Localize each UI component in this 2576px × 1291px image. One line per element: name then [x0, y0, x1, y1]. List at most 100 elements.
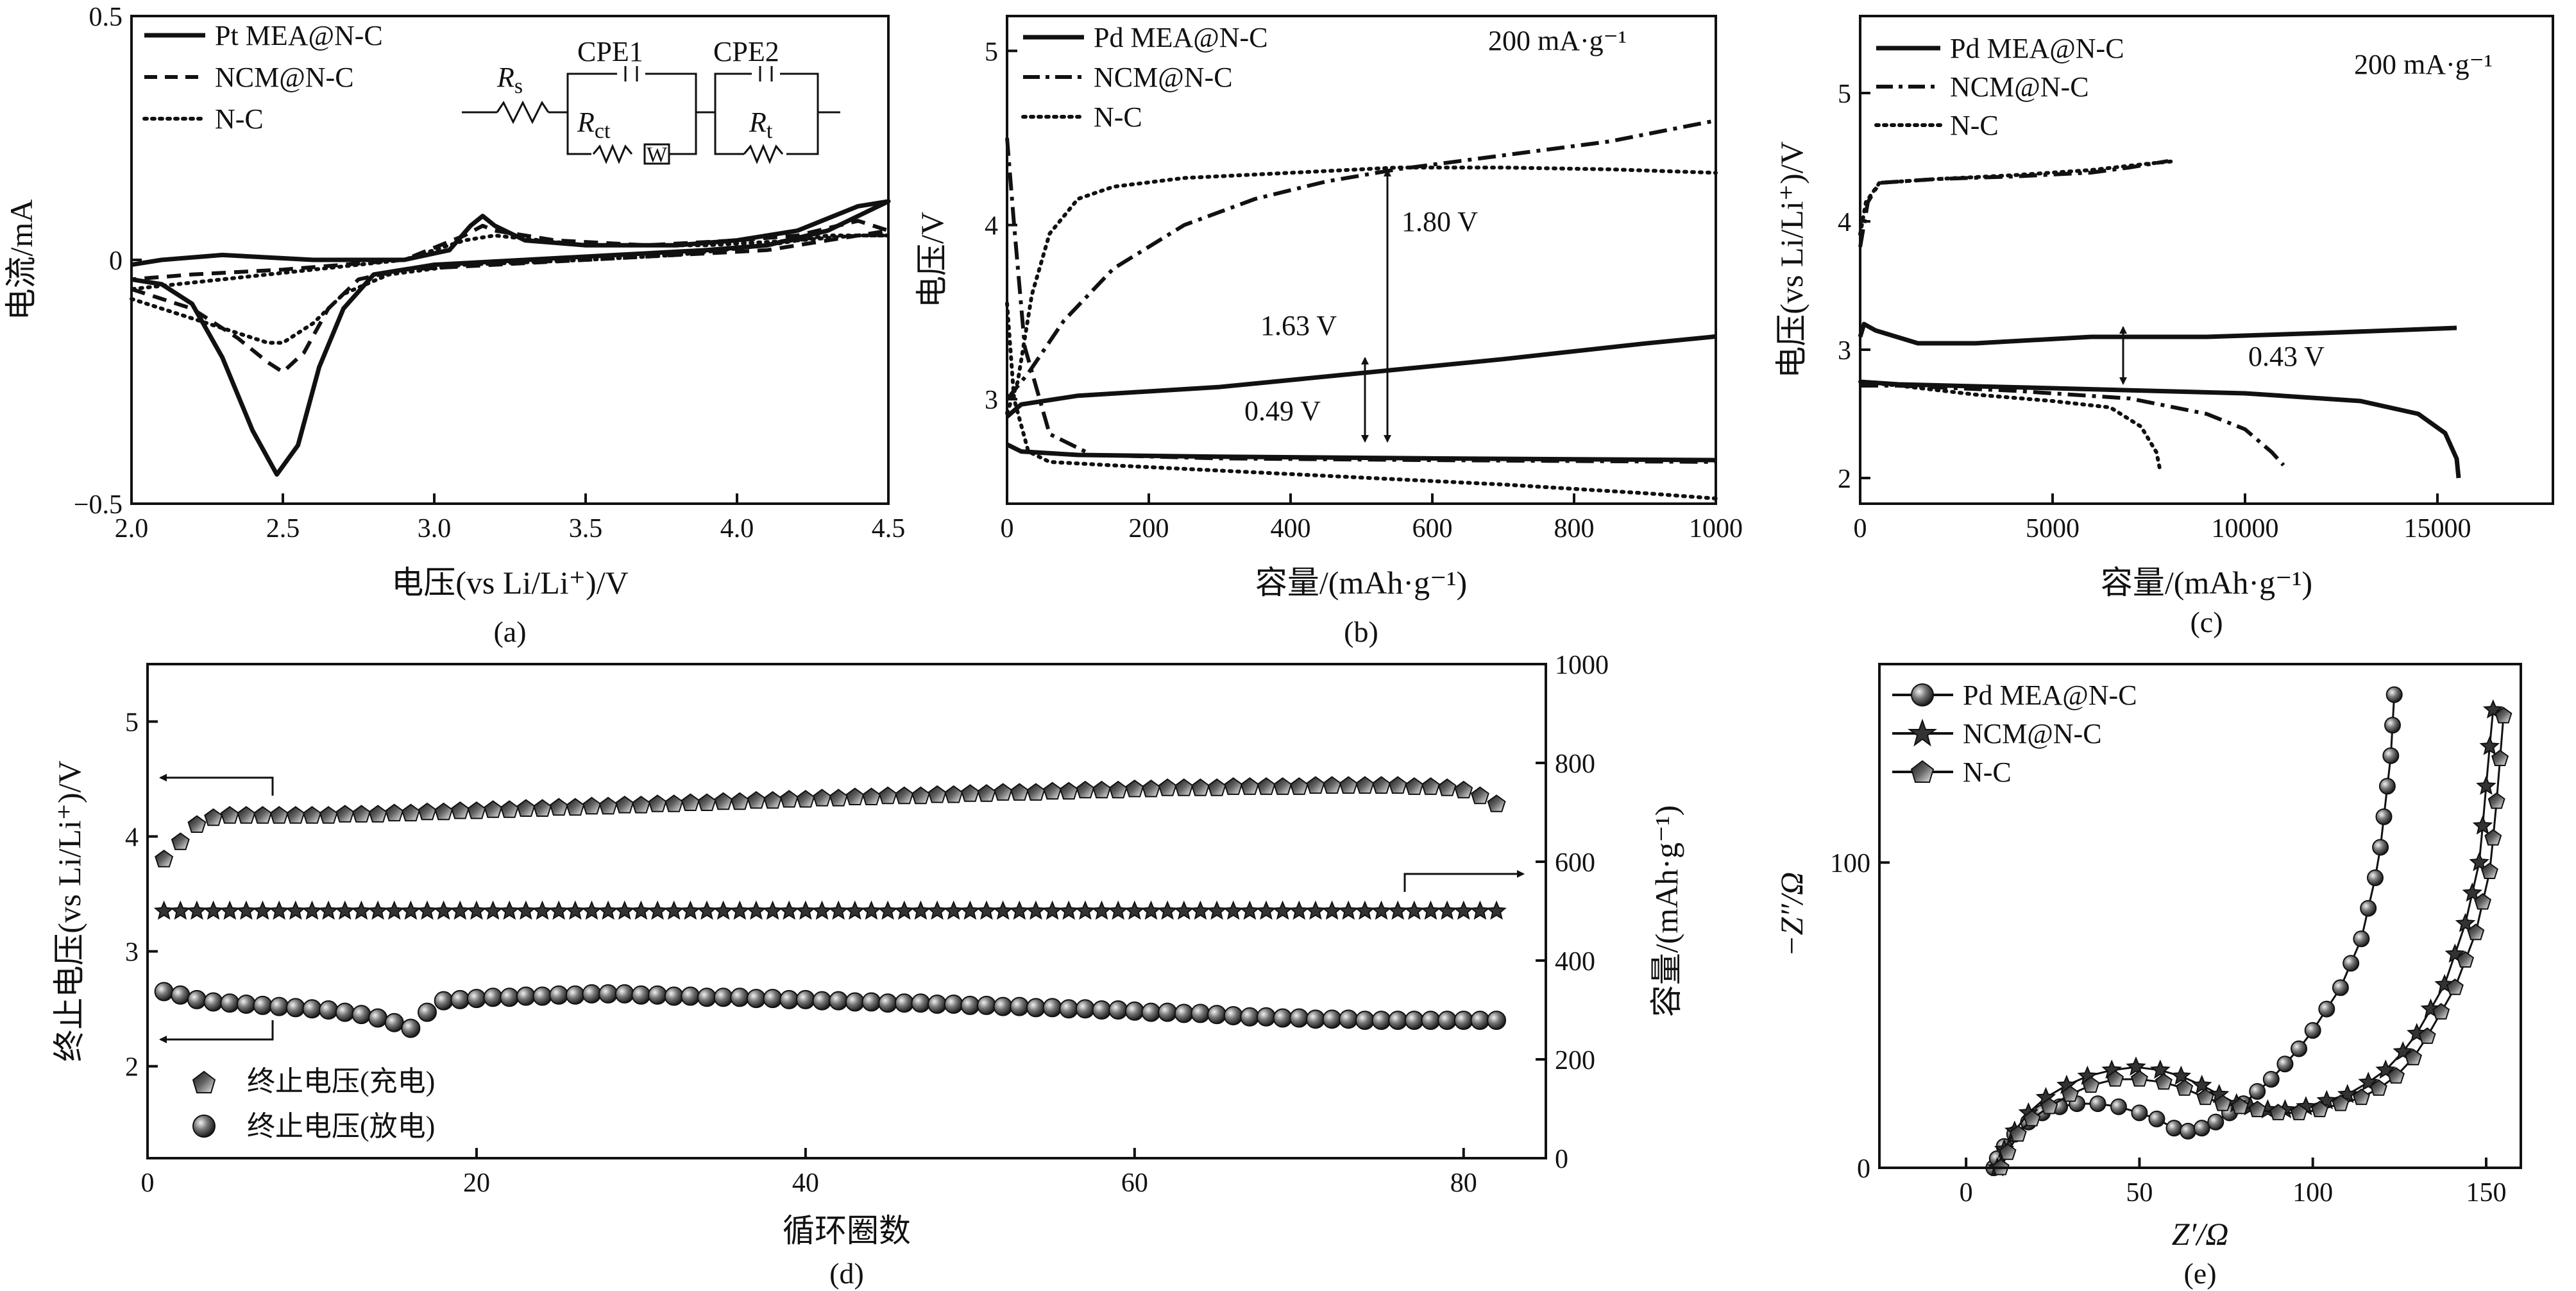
capacity-point — [729, 900, 750, 920]
y-tick-label: 5 — [125, 708, 139, 738]
discharge-voltage-point — [960, 995, 980, 1015]
nyquist-point — [2372, 839, 2389, 856]
nyquist-point — [2384, 717, 2401, 734]
charge-voltage-point — [1207, 778, 1226, 796]
charge-voltage-point — [911, 786, 930, 805]
discharge-voltage-point — [795, 989, 815, 1009]
discharge-voltage-point — [1421, 1011, 1441, 1030]
capacity-point — [663, 900, 684, 920]
capacity-point — [647, 900, 668, 920]
discharge-voltage-point — [1059, 999, 1079, 1019]
y-tick-label: 4 — [985, 212, 998, 241]
x-tick-label: 60 — [1121, 1168, 1148, 1198]
charge-voltage-point — [319, 806, 338, 824]
nyquist-point — [2343, 955, 2360, 972]
y-tick-label: 2 — [125, 1053, 139, 1082]
charge-voltage-point — [631, 796, 650, 814]
capacity-point — [811, 900, 833, 920]
charge-voltage-point — [714, 792, 733, 810]
legend-marker — [1910, 760, 1935, 783]
curve-n-c-discharge- — [1858, 380, 2162, 474]
capacity-point — [1420, 900, 1441, 920]
discharge-voltage-point — [614, 984, 634, 1004]
y2-tick-label: 800 — [1555, 749, 1595, 779]
charge-voltage-point — [1142, 779, 1160, 798]
plot-frame-d — [146, 663, 1547, 1159]
charge-voltage-point — [928, 785, 947, 803]
nyquist-point — [2352, 1088, 2370, 1106]
curve-n-c-charge- — [1858, 159, 2178, 236]
nyquist-point — [2456, 951, 2475, 968]
x-tick-label: 40 — [792, 1168, 819, 1198]
discharge-voltage-point — [466, 989, 486, 1009]
discharge-voltage-point — [1207, 1005, 1227, 1025]
capacity-point — [614, 900, 635, 920]
capacity-point — [187, 900, 207, 920]
y2-tick-label: 400 — [1555, 947, 1595, 977]
legend-a: Pt MEA@N-C NCM@N-C N-C — [142, 20, 383, 135]
x-tick-label: 15000 — [2404, 514, 2471, 543]
nyquist-point — [2353, 930, 2370, 948]
annotation-1.80v: 1.80 V — [1402, 206, 1478, 237]
nyquist-point — [2467, 923, 2485, 941]
y-axis-label-d: 终止电压(vs Li/Li⁺)/V — [51, 760, 87, 1061]
x-axis-label-b: 容量/(mAh·g⁻¹) — [1255, 565, 1467, 601]
charge-voltage-point — [1125, 779, 1144, 798]
capacity-point — [236, 900, 257, 920]
nyquist-point — [2432, 1003, 2450, 1020]
nyquist-point — [2369, 1079, 2387, 1096]
legend-label: N-C — [215, 103, 264, 135]
legend-label: NCM@N-C — [1094, 62, 1233, 93]
charge-voltage-point — [516, 799, 536, 817]
discharge-voltage-point — [746, 989, 766, 1009]
nyquist-point — [2155, 1073, 2173, 1090]
direction-arrows-d — [159, 774, 1525, 1043]
discharge-voltage-point — [335, 1002, 355, 1022]
panel-a: 2.0 2.5 3.0 3.5 4.0 4.5 −0.5 0 0.5 Pt MEA@N-C NC… — [3, 3, 905, 648]
discharge-voltage-point — [1289, 1008, 1309, 1028]
x-tick-label: 5000 — [2026, 514, 2080, 543]
nyquist-point — [2191, 1074, 2212, 1095]
nyquist-point — [2366, 869, 2384, 887]
charge-voltage-point — [1454, 780, 1473, 799]
charge-voltage-point — [697, 793, 716, 811]
inset-cpe1-label: CPE1 — [577, 36, 643, 67]
charge-voltage-point — [401, 803, 420, 822]
capacity-point — [1371, 900, 1392, 920]
charge-voltage-point — [467, 801, 486, 819]
nyquist-point — [2110, 1098, 2127, 1115]
discharge-voltage-point — [1026, 998, 1046, 1018]
nyquist-line-pd-mea-n-c — [1992, 694, 2396, 1168]
x-tick-label: 50 — [2126, 1178, 2153, 1208]
capacity-point — [301, 900, 323, 920]
capacity-point — [548, 900, 569, 920]
capacity-point — [894, 900, 915, 920]
legend-d: 终止电压(充电) 终止电压(放电) — [192, 1066, 435, 1142]
capacity-point — [252, 900, 273, 920]
annotation-1.63v: 1.63 V — [1260, 310, 1337, 341]
inset-rct-label: Rct — [577, 107, 611, 143]
resistor-rct — [592, 144, 633, 164]
capacity-point — [713, 900, 734, 920]
annotation-0.49v: 0.49 V — [1244, 395, 1321, 427]
curve-pd-mea-n-c-charge- — [1858, 321, 2457, 346]
x-tick-label: 1000 — [1689, 514, 1743, 543]
y-tick-label: 5 — [1838, 80, 1851, 109]
legend-marker — [192, 1070, 216, 1093]
charge-voltage-point — [1388, 776, 1407, 794]
charge-voltage-point — [779, 790, 799, 808]
charge-voltage-point — [648, 794, 667, 812]
legend-marker — [1911, 683, 1934, 706]
discharge-voltage-point — [1470, 1011, 1490, 1030]
legend-label: Pt MEA@N-C — [215, 20, 383, 51]
charge-voltage-point — [303, 806, 321, 824]
y-tick-label: 3 — [985, 386, 998, 415]
y2-tick-label: 1000 — [1555, 651, 1609, 680]
nyquist-point — [2276, 1056, 2294, 1073]
charge-voltage-point — [960, 784, 979, 802]
y2-tick-label: 600 — [1555, 848, 1595, 878]
discharge-voltage-point — [993, 996, 1013, 1016]
caption-a: (a) — [493, 615, 526, 648]
discharge-voltage-point — [598, 984, 618, 1004]
